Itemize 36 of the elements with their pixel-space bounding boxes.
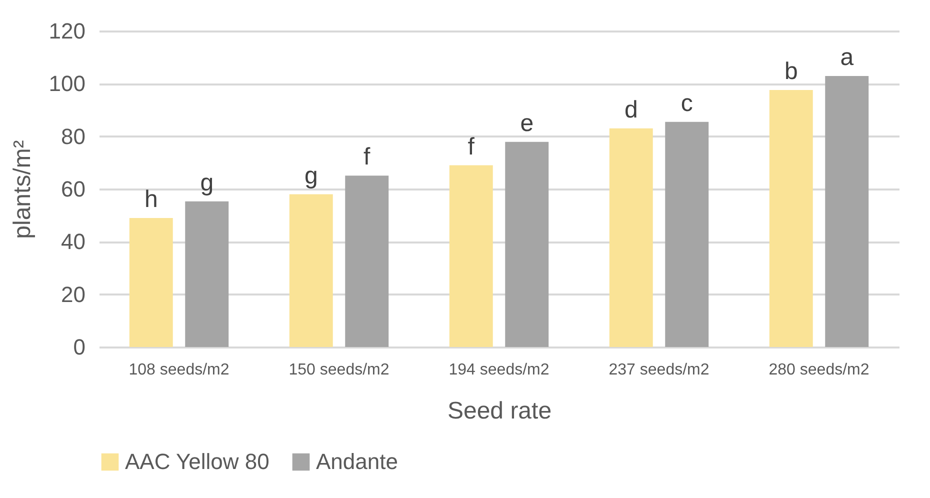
data-label: g [200, 169, 214, 196]
bar [609, 128, 653, 347]
bar [185, 201, 229, 347]
data-label: b [784, 58, 798, 85]
data-label: g [304, 162, 318, 190]
y-tick-label: 120 [48, 18, 86, 44]
y-tick-label: 100 [48, 71, 86, 96]
x-axis-title: Seed rate [447, 398, 552, 424]
data-label: f [468, 133, 475, 160]
y-axis-title: plants/m² [8, 140, 36, 239]
x-tick-label: 108 seeds/m2 [128, 362, 230, 378]
bar [505, 142, 549, 347]
data-label: a [840, 44, 854, 72]
bar [289, 194, 333, 347]
y-tick-label: 0 [73, 334, 86, 360]
y-tick-label: 80 [61, 124, 86, 149]
bar [769, 90, 813, 347]
data-label: d [624, 96, 638, 124]
x-tick-label: 237 seeds/m2 [608, 362, 710, 378]
bar [449, 165, 493, 347]
legend-label: Andante [316, 449, 398, 474]
x-tick-label: 194 seeds/m2 [448, 362, 550, 378]
y-tick-label: 20 [61, 282, 86, 307]
data-label: h [144, 186, 158, 213]
y-tick-label: 40 [61, 229, 86, 254]
x-tick-label: 280 seeds/m2 [768, 362, 870, 378]
bar [825, 76, 869, 347]
data-label: e [520, 110, 534, 137]
data-label: f [364, 144, 371, 171]
legend-label: AAC Yellow 80 [125, 449, 270, 474]
x-tick-label: 150 seeds/m2 [288, 362, 390, 378]
bar [665, 122, 709, 347]
y-tick-label: 60 [61, 176, 86, 202]
data-label: c [680, 90, 693, 117]
bar [345, 176, 389, 347]
bar [129, 218, 173, 347]
